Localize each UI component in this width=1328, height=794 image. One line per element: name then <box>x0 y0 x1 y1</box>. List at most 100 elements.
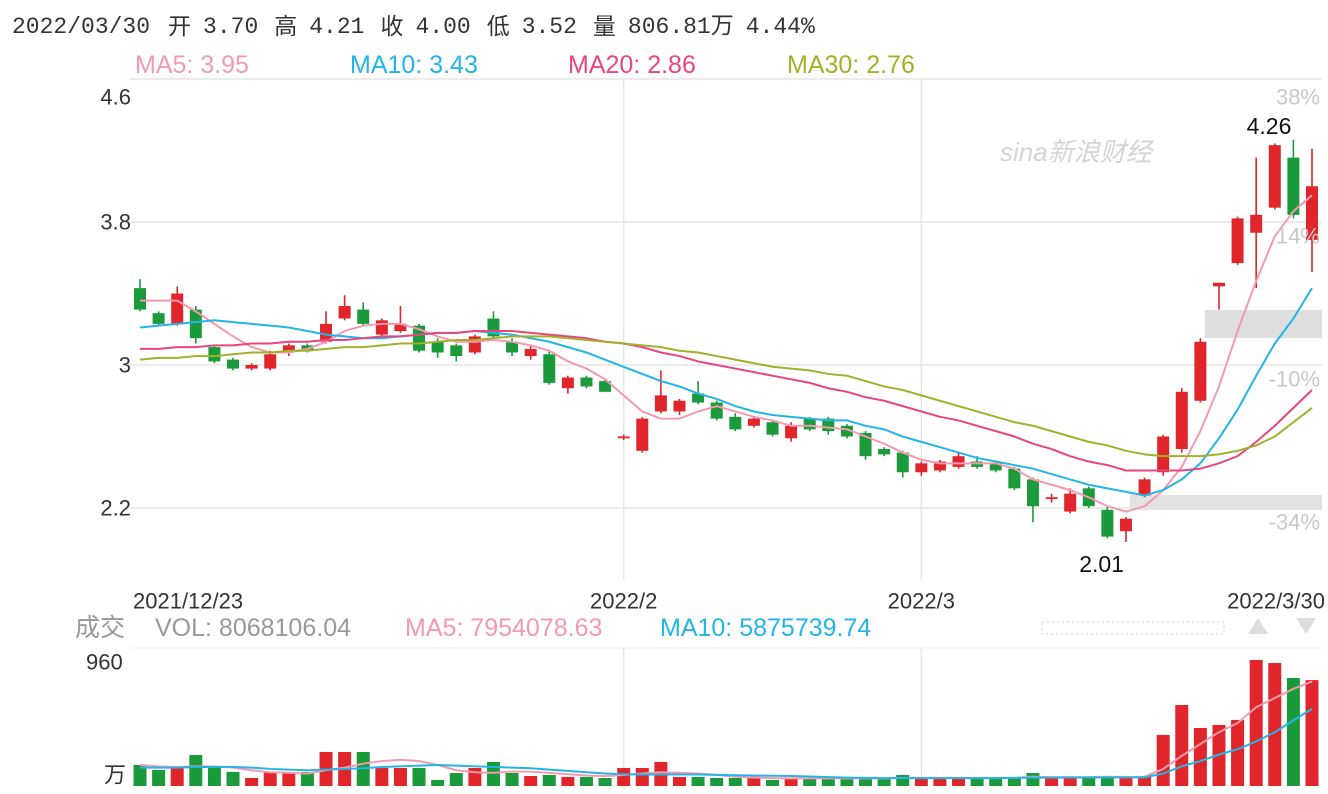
volume-bar <box>263 771 277 786</box>
header-change: 4.44% <box>746 14 815 40</box>
y2-tick-label: 38% <box>1276 85 1320 110</box>
candle-body <box>785 425 798 439</box>
candle-body <box>1194 341 1207 401</box>
volume-bar <box>245 777 259 786</box>
candle-body <box>859 432 872 457</box>
legend-entry: MA20: 2.86 <box>568 51 696 79</box>
volume-bar <box>896 774 910 786</box>
candle-body <box>673 400 686 412</box>
up-arrow[interactable] <box>1248 618 1268 634</box>
volume-bar <box>1286 677 1300 786</box>
candle-body <box>1026 479 1039 507</box>
legend-entry: MA5: 7954078.63 <box>405 614 602 642</box>
candle-body <box>636 418 649 451</box>
volume-bar <box>486 761 500 786</box>
candle-body <box>394 323 407 332</box>
candle-body <box>692 393 705 403</box>
legend-entry: MA30: 2.76 <box>787 51 915 79</box>
volume-bar <box>635 768 649 786</box>
y-tick-label: 960 <box>86 650 123 675</box>
price-band <box>1205 310 1322 338</box>
candle-body <box>1306 186 1318 240</box>
volume-bar <box>226 771 240 786</box>
volume-bar <box>989 777 1003 786</box>
candle-body <box>152 313 165 324</box>
y-tick-label: 4.6 <box>100 85 131 110</box>
scroll-bar[interactable] <box>1041 621 1225 635</box>
volume-bar <box>728 777 742 786</box>
volume-bar <box>933 777 947 786</box>
volume-bar <box>1305 680 1319 786</box>
volume-bar <box>1231 719 1245 786</box>
legend-entry: MA10: 3.43 <box>350 51 478 79</box>
volume-bar <box>1007 777 1021 786</box>
candle-body <box>208 347 221 362</box>
candle-body <box>1064 493 1077 512</box>
candle-body <box>654 395 667 412</box>
watermark: sina新浪财经 <box>1000 137 1155 167</box>
candle-body <box>1250 214 1263 233</box>
x-tick-label: 2022/3/30 <box>1227 589 1325 614</box>
y2-tick-label: -10% <box>1269 367 1320 392</box>
candle-body <box>1101 509 1114 537</box>
volume-bar <box>524 776 538 786</box>
legend-entry: VOL: 8068106.04 <box>155 614 351 642</box>
candle-body <box>227 359 240 369</box>
volume-ma-line <box>140 708 1313 780</box>
header-label: 量 <box>593 14 616 40</box>
x-tick-label: 2022/3 <box>888 589 955 614</box>
ma-line <box>140 330 1313 472</box>
volume-bar <box>561 776 575 786</box>
x-tick-label: 2022/2 <box>590 589 657 614</box>
candle-body <box>431 341 444 353</box>
volume-bar <box>970 777 984 786</box>
candle-body <box>1212 282 1225 287</box>
candle-body <box>915 463 928 473</box>
header-date: 2022/03/30 <box>12 14 150 40</box>
price-band <box>1130 495 1322 510</box>
volume-bar <box>542 774 556 786</box>
candle-body <box>338 306 351 319</box>
candle-body <box>1175 391 1188 450</box>
candle-body <box>450 345 463 357</box>
volume-bar <box>579 776 593 786</box>
candle-body <box>580 377 593 387</box>
volume-bar <box>152 769 166 786</box>
header-value: 4.00 <box>415 14 470 40</box>
candle-body <box>1157 436 1170 473</box>
volume-bar <box>1193 727 1207 786</box>
volume-bar <box>1045 777 1059 786</box>
header-label: 低 <box>487 14 510 40</box>
volume-bar <box>766 779 780 786</box>
candle-body <box>1119 518 1132 532</box>
down-arrow[interactable] <box>1296 618 1316 634</box>
volume-bar <box>412 768 426 786</box>
volume-bar <box>672 776 686 786</box>
candle-body <box>710 402 723 419</box>
volume-bar <box>431 779 445 786</box>
volume-bar <box>859 777 873 786</box>
candle-body <box>1045 497 1058 500</box>
volume-bar <box>1175 705 1189 786</box>
volume-bar <box>1249 660 1263 786</box>
volume-bar <box>207 768 221 786</box>
y-tick-label: 3 <box>119 353 131 378</box>
extreme-label: 2.01 <box>1079 551 1124 577</box>
volume-bar <box>393 768 407 786</box>
candle-body <box>282 345 295 353</box>
volume-bar <box>505 773 519 786</box>
header-label: 收 <box>380 14 403 40</box>
legend-entry: MA10: 5875739.74 <box>660 614 871 642</box>
y-tick-label: 2.2 <box>100 496 131 521</box>
candle-body <box>933 461 946 471</box>
volume-bar <box>617 768 631 786</box>
volume-bar <box>1156 734 1170 786</box>
candle-body <box>506 341 519 353</box>
candle-body <box>989 463 1002 471</box>
volume-bar <box>747 777 761 786</box>
volume-bar <box>914 777 928 786</box>
volume-bar <box>952 777 966 786</box>
ma-line <box>139 287 1313 497</box>
volume-bar <box>133 765 147 786</box>
header-value: 3.70 <box>203 14 258 40</box>
